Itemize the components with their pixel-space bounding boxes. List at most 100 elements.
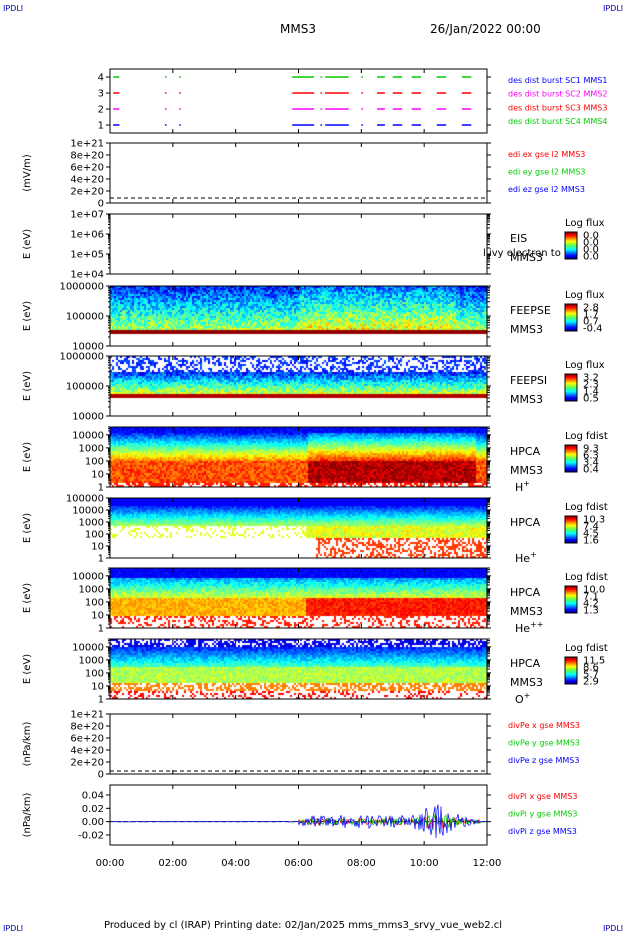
y-tick-label-hpca_hepp-4: 10000 (72, 571, 104, 582)
colorbar-title-eis: Log flux (565, 218, 605, 229)
colorbar-feepse (564, 303, 578, 332)
colorbar-tick-hpca_hepp-1: 7.1 (583, 592, 599, 603)
y-tick-label-hpca_h-4: 10000 (72, 430, 104, 441)
species-label-hpca_o: O+ (515, 691, 530, 706)
colorbar-title-hpca_h: Log fdist (565, 431, 608, 442)
colorbar-hpca_he (564, 515, 578, 544)
y-tick-label-hpca_he-4: 10000 (72, 506, 104, 517)
colorbar-tick-feepse-3: -0.4 (583, 324, 603, 335)
colorbar-eis (564, 231, 578, 260)
instrument-label-hpca_hepp: HPCA (510, 586, 541, 599)
y-tick-label-eis-2: 1e+06 (70, 230, 104, 241)
footer-text: Produced by cl (IRAP) Printing date: 02/… (104, 920, 503, 931)
y-tick-label-divpe-5: 1e+21 (70, 710, 104, 721)
colorbar-tick-feepse-0: 2.8 (583, 303, 599, 314)
instrument-label-hpca_he: HPCA (510, 516, 541, 529)
y-tick-label-eis-3: 1e+07 (70, 210, 104, 221)
x-tick-label-0: 00:00 (96, 858, 125, 869)
legend-burst-3: des dist burst SC4 MMS4 (508, 117, 607, 126)
y-tick-label-divpe-2: 4e+20 (70, 746, 104, 757)
y-tick-label-feepse-2: 1000000 (59, 282, 104, 293)
y-tick-label-burst-0: 1 (98, 121, 104, 132)
legend-divpi-0: divPi x gse MMS3 (508, 792, 577, 801)
x-tick-label-6: 12:00 (473, 858, 502, 869)
y-tick-label-divpe-1: 2e+20 (70, 758, 104, 769)
colorbar-tick-eis-3: 0.0 (583, 252, 599, 263)
y-axis-label-feepsi: E (eV) (22, 371, 33, 401)
y-tick-label-efield-4: 8e+20 (70, 151, 104, 162)
x-tick-label-5: 10:00 (410, 858, 439, 869)
colorbar-tick-hpca_he-3: 1.6 (583, 536, 599, 547)
colorbar-tick-feepse-2: 0.7 (583, 317, 599, 328)
colorbar-tick-feepse-1: 1.7 (583, 310, 599, 321)
spacecraft-label-feepsi: MMS3 (510, 393, 543, 406)
corner-label-top-right: IPDLI (603, 4, 624, 13)
legend-efield-2: edi ez gse l2 MMS3 (508, 185, 585, 194)
legend-divpi-1: divPi y gse MMS3 (508, 810, 577, 819)
y-axis-label-eis: E (eV) (22, 229, 33, 259)
legend-efield-0: edi ex gse l2 MMS3 (508, 150, 585, 159)
instrument-label-hpca_h: HPCA (510, 445, 541, 458)
colorbar-tick-hpca_hepp-0: 10.0 (583, 585, 605, 596)
y-tick-label-divpe-3: 6e+20 (70, 734, 104, 745)
y-tick-label-hpca_h-1: 10 (91, 469, 104, 480)
colorbar-tick-feepsi-3: 0.5 (583, 394, 599, 405)
spectrogram-hpca_h (110, 427, 487, 487)
y-tick-label-eis-0: 1e+04 (70, 270, 104, 281)
colorbar-tick-hpca_he-0: 10.3 (583, 515, 605, 526)
y-tick-label-divpi-0: -0.02 (78, 831, 104, 842)
y-axis-label-hpca_he: E (eV) (22, 513, 33, 543)
y-tick-label-feepse-0: 10000 (72, 342, 104, 353)
y-tick-label-divpi-1: 0.00 (82, 817, 104, 828)
legend-divpe-1: divPe y gse MMS3 (508, 739, 580, 748)
y-tick-label-efield-0: 0 (98, 199, 104, 210)
corner-label-top-left: IPDLI (3, 4, 24, 13)
colorbar-tick-feepsi-0: 3.2 (583, 373, 599, 384)
colorbar-title-feepse: Log flux (565, 290, 605, 301)
y-axis-label-feepse: E (eV) (22, 301, 33, 331)
legend-burst-0: des dist burst SC1 MMS1 (508, 76, 607, 85)
x-tick-label-4: 08:00 (347, 858, 376, 869)
y-tick-label-divpi-2: 0.02 (82, 804, 104, 815)
y-tick-label-feepse-1: 100000 (66, 312, 104, 323)
y-tick-label-hpca_he-5: 100000 (66, 494, 104, 505)
y-tick-label-hpca_o-2: 100 (85, 668, 104, 679)
colorbar-hpca_hepp (564, 585, 578, 614)
legend-divpe-0: divPe x gse MMS3 (508, 721, 580, 730)
spacecraft-label-hpca_o: MMS3 (510, 676, 543, 689)
spacecraft-label-eis: MMS3 (510, 251, 543, 264)
colorbar-tick-eis-0: 0.0 (583, 231, 599, 242)
y-tick-label-hpca_hepp-2: 100 (85, 597, 104, 608)
colorbar-tick-hpca_o-1: 8.6 (583, 663, 599, 674)
y-tick-label-hpca_hepp-3: 1000 (79, 584, 104, 595)
legend-burst-2: des dist burst SC3 MMS3 (508, 103, 607, 112)
y-tick-label-burst-1: 2 (98, 105, 104, 116)
y-tick-label-hpca_o-4: 10000 (72, 642, 104, 653)
y-tick-label-hpca_o-1: 10 (91, 681, 104, 692)
x-tick-label-1: 02:00 (158, 858, 187, 869)
y-tick-label-feepsi-0: 10000 (72, 412, 104, 423)
legend-efield-1: edi ey gse l2 MMS3 (508, 168, 586, 177)
instrument-label-feepsi: FEEPSI (510, 374, 547, 387)
legend-divpi-2: divPi z gse MMS3 (508, 827, 577, 836)
species-label-hpca_he: He+ (515, 550, 537, 565)
y-tick-label-hpca_h-3: 1000 (79, 443, 104, 454)
corner-label-bottom-right: IPDLI (603, 924, 624, 933)
y-tick-label-hpca_hepp-0: 1 (98, 624, 104, 635)
colorbar-tick-hpca_he-2: 4.5 (583, 529, 599, 540)
spacecraft-label-feepse: MMS3 (510, 323, 543, 336)
colorbar-hpca_o (564, 656, 578, 685)
y-tick-label-eis-1: 1e+05 (70, 250, 104, 261)
y-axis-label-hpca_o: E (eV) (22, 654, 33, 684)
y-axis-label-divpi: (nPa/km) (22, 793, 33, 838)
spacecraft-label-hpca_hepp: MMS3 (510, 605, 543, 618)
y-tick-label-burst-3: 4 (98, 73, 104, 84)
spectrogram-feepsi (110, 356, 487, 416)
y-tick-label-hpca_he-0: 1 (98, 554, 104, 565)
colorbar-title-hpca_he: Log fdist (565, 502, 608, 513)
spectrogram-feepse (110, 286, 487, 346)
y-tick-label-hpca_h-2: 100 (85, 456, 104, 467)
y-tick-label-divpi-3: 0.04 (82, 791, 104, 802)
x-tick-label-2: 04:00 (221, 858, 250, 869)
